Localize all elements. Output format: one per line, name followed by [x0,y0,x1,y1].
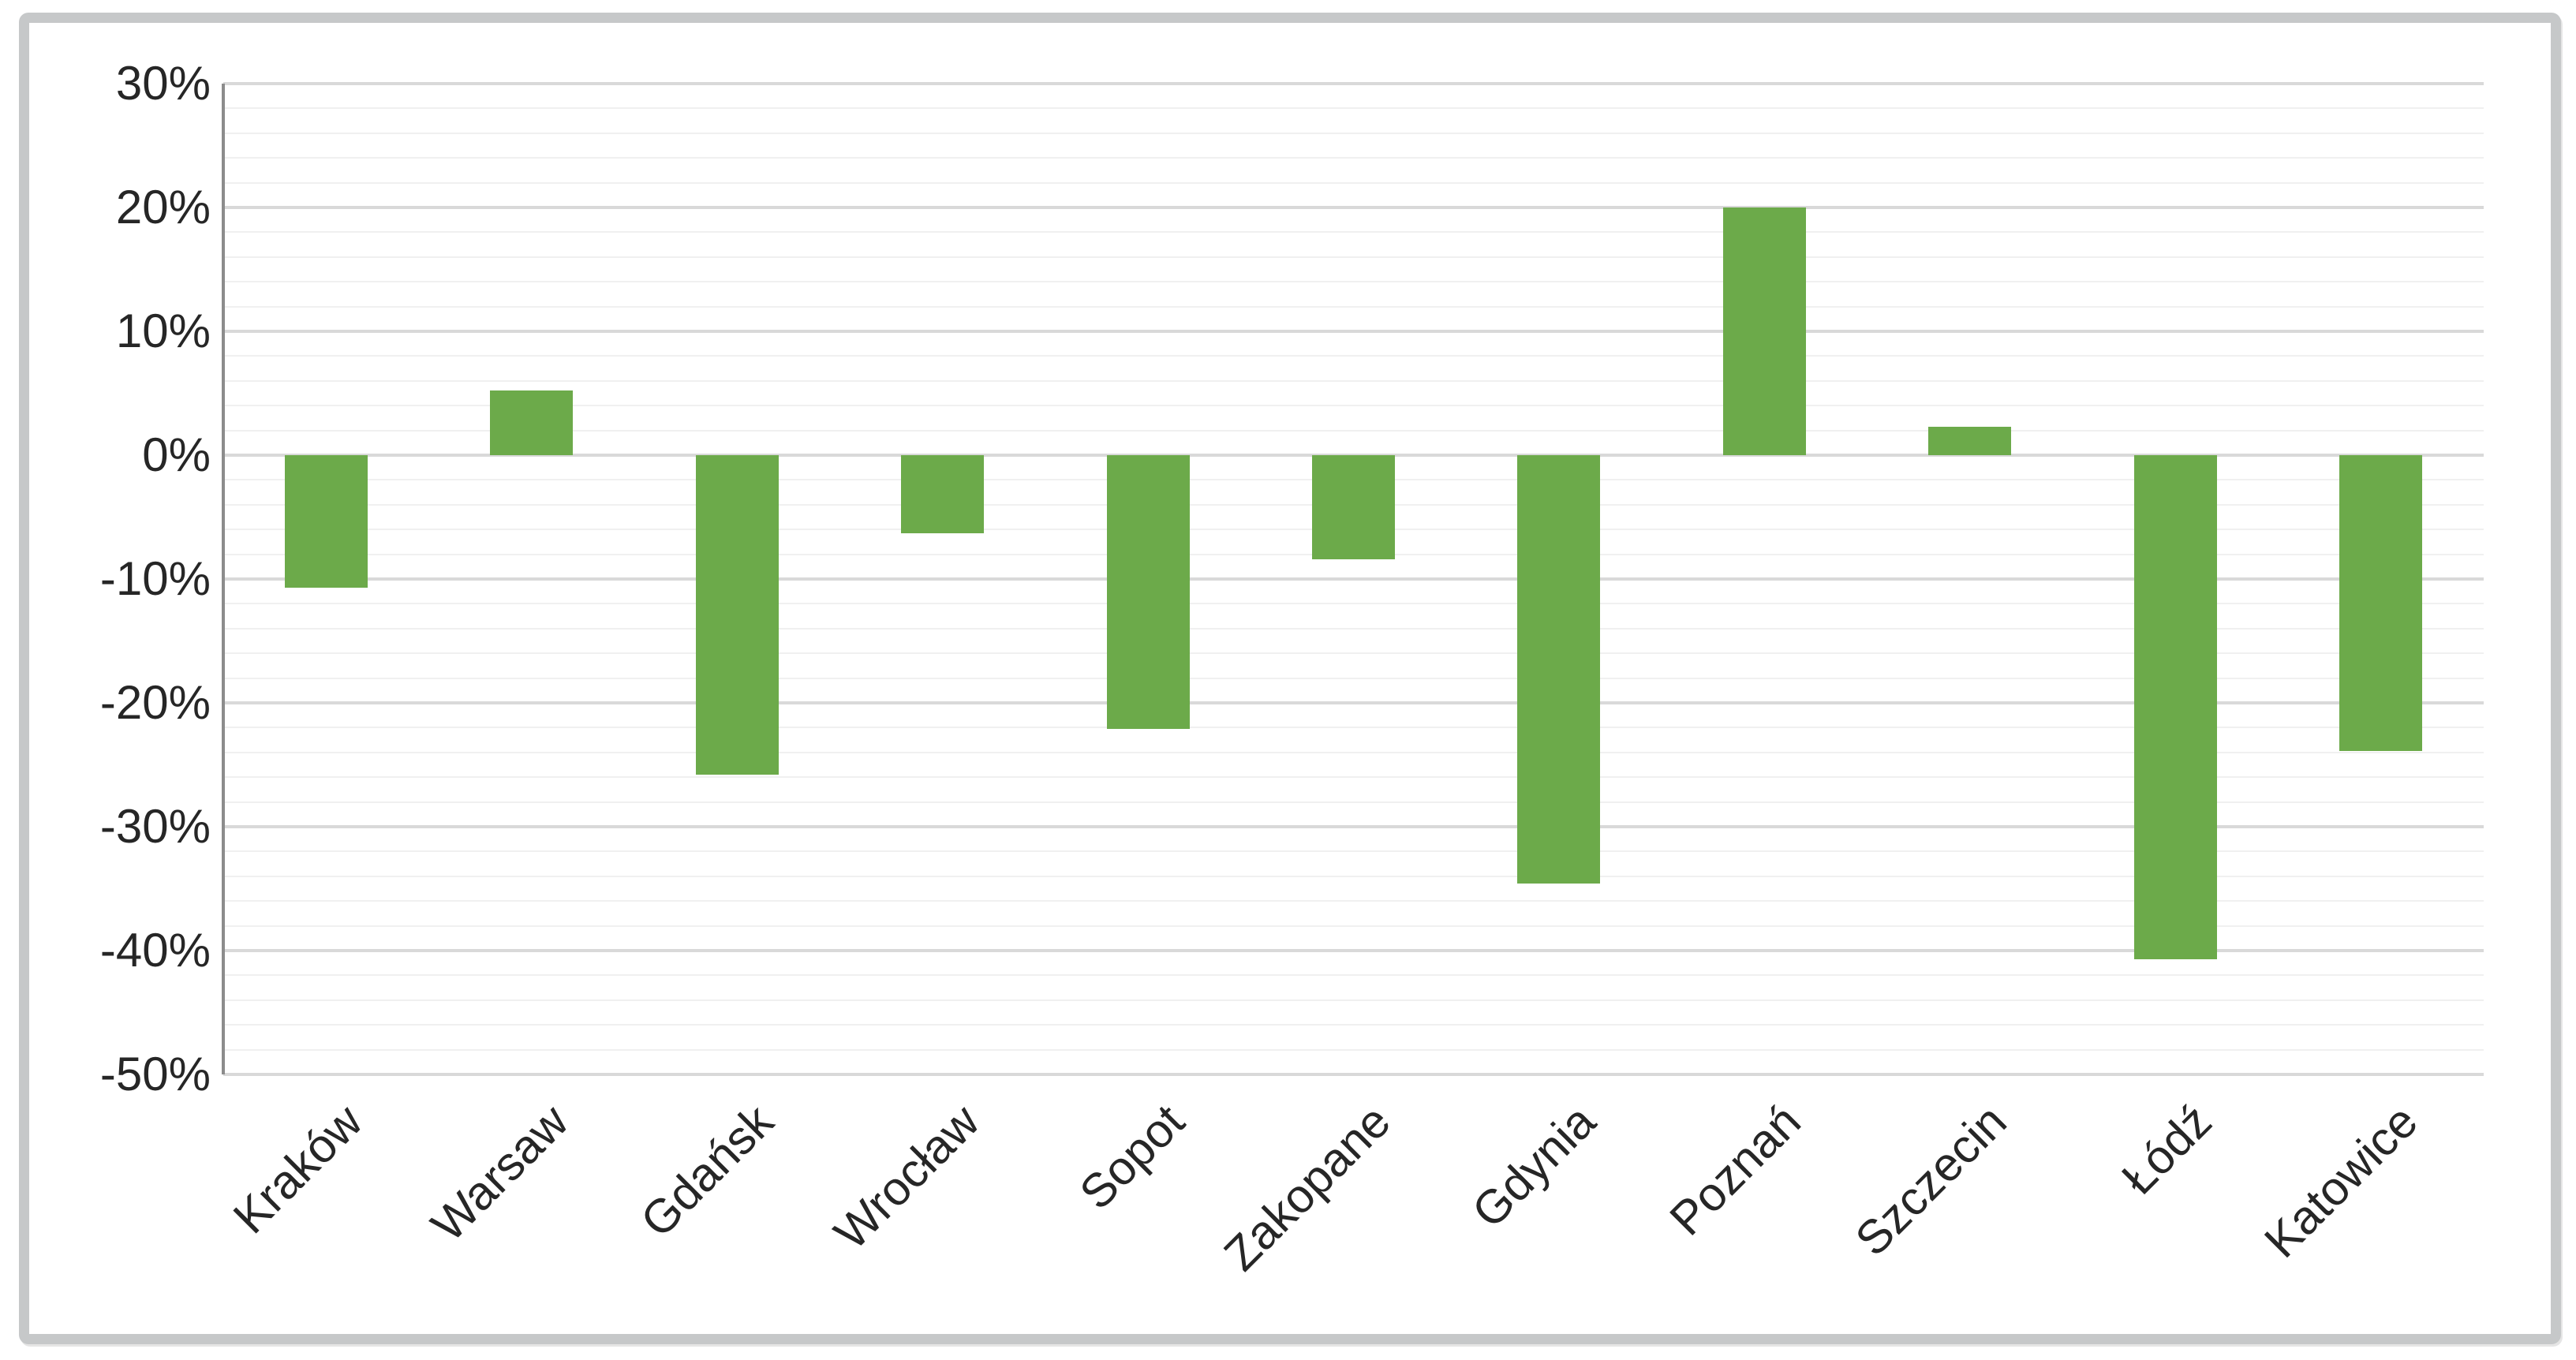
minor-gridline [223,405,2484,407]
bar-sopot [1107,455,1190,729]
y-tick-label: -50% [99,1048,211,1100]
y-tick-label: 20% [115,181,211,234]
minor-gridline [223,801,2484,803]
major-gridline [223,206,2484,209]
x-category-label: Katowice [2254,1094,2428,1268]
bar-krakow [285,455,368,588]
major-gridline [223,330,2484,333]
minor-gridline [223,157,2484,159]
y-tick-label: -30% [99,800,211,853]
minor-gridline [223,305,2484,308]
x-category-label: Kraków [223,1094,373,1244]
bar-zakopane [1312,455,1395,559]
minor-gridline [223,677,2484,679]
minor-gridline [223,925,2484,927]
chart-frame: 30% 20% 10% 0% -10% -20% -30% -40% -50% Kraków Wa… [19,13,2561,1344]
bar-szczecin [1928,427,2011,455]
minor-gridline [223,181,2484,184]
minor-gridline [223,875,2484,877]
major-gridline [223,82,2484,85]
minor-gridline [223,132,2484,134]
minor-gridline [223,603,2484,605]
x-category-label: Wrocław [824,1094,989,1260]
minor-gridline [223,627,2484,630]
minor-gridline [223,974,2484,977]
minor-gridline [223,1048,2484,1051]
bar-gdynia [1517,455,1600,884]
minor-gridline [223,355,2484,357]
x-category-label: Gdynia [1461,1094,1606,1239]
minor-gridline [223,231,2484,234]
minor-gridline [223,776,2484,779]
minor-gridline [223,850,2484,853]
minor-gridline [223,1024,2484,1026]
major-gridline [223,577,2484,581]
bar-warsaw [490,390,573,455]
minor-gridline [223,379,2484,382]
major-gridline [223,701,2484,704]
minor-gridline [223,429,2484,432]
bar-poznan [1723,207,1806,455]
y-tick-label: 0% [142,428,211,481]
bar-wroclaw [901,455,984,533]
major-gridline [223,949,2484,952]
x-category-label: Zakopane [1213,1094,1400,1281]
y-tick-label: -10% [99,552,211,605]
x-category-label: Gdańsk [630,1094,783,1248]
y-tick-label: -20% [99,676,211,729]
minor-gridline [223,256,2484,258]
y-tick-label: 10% [115,305,211,357]
x-category-label: Poznań [1659,1094,1811,1246]
bar-gdansk [696,455,779,775]
minor-gridline [223,107,2484,110]
x-category-label: Warsaw [421,1094,578,1252]
bar-katowice [2339,455,2422,751]
major-gridline [223,825,2484,828]
minor-gridline [223,727,2484,729]
bar-lodz [2134,455,2217,959]
minor-gridline [223,652,2484,655]
major-gridline [223,1073,2484,1076]
y-axis-line [222,84,225,1074]
minor-gridline [223,281,2484,283]
x-category-label: Sopot [1069,1094,1195,1220]
minor-gridline [223,900,2484,902]
plot-area [222,82,2484,1076]
minor-gridline [223,751,2484,753]
x-category-label: Łódź [2111,1094,2223,1205]
minor-gridline [223,999,2484,1001]
x-category-label: Szczecin [1845,1094,2017,1266]
y-tick-label: -40% [99,924,211,977]
y-tick-label: 30% [115,57,211,110]
